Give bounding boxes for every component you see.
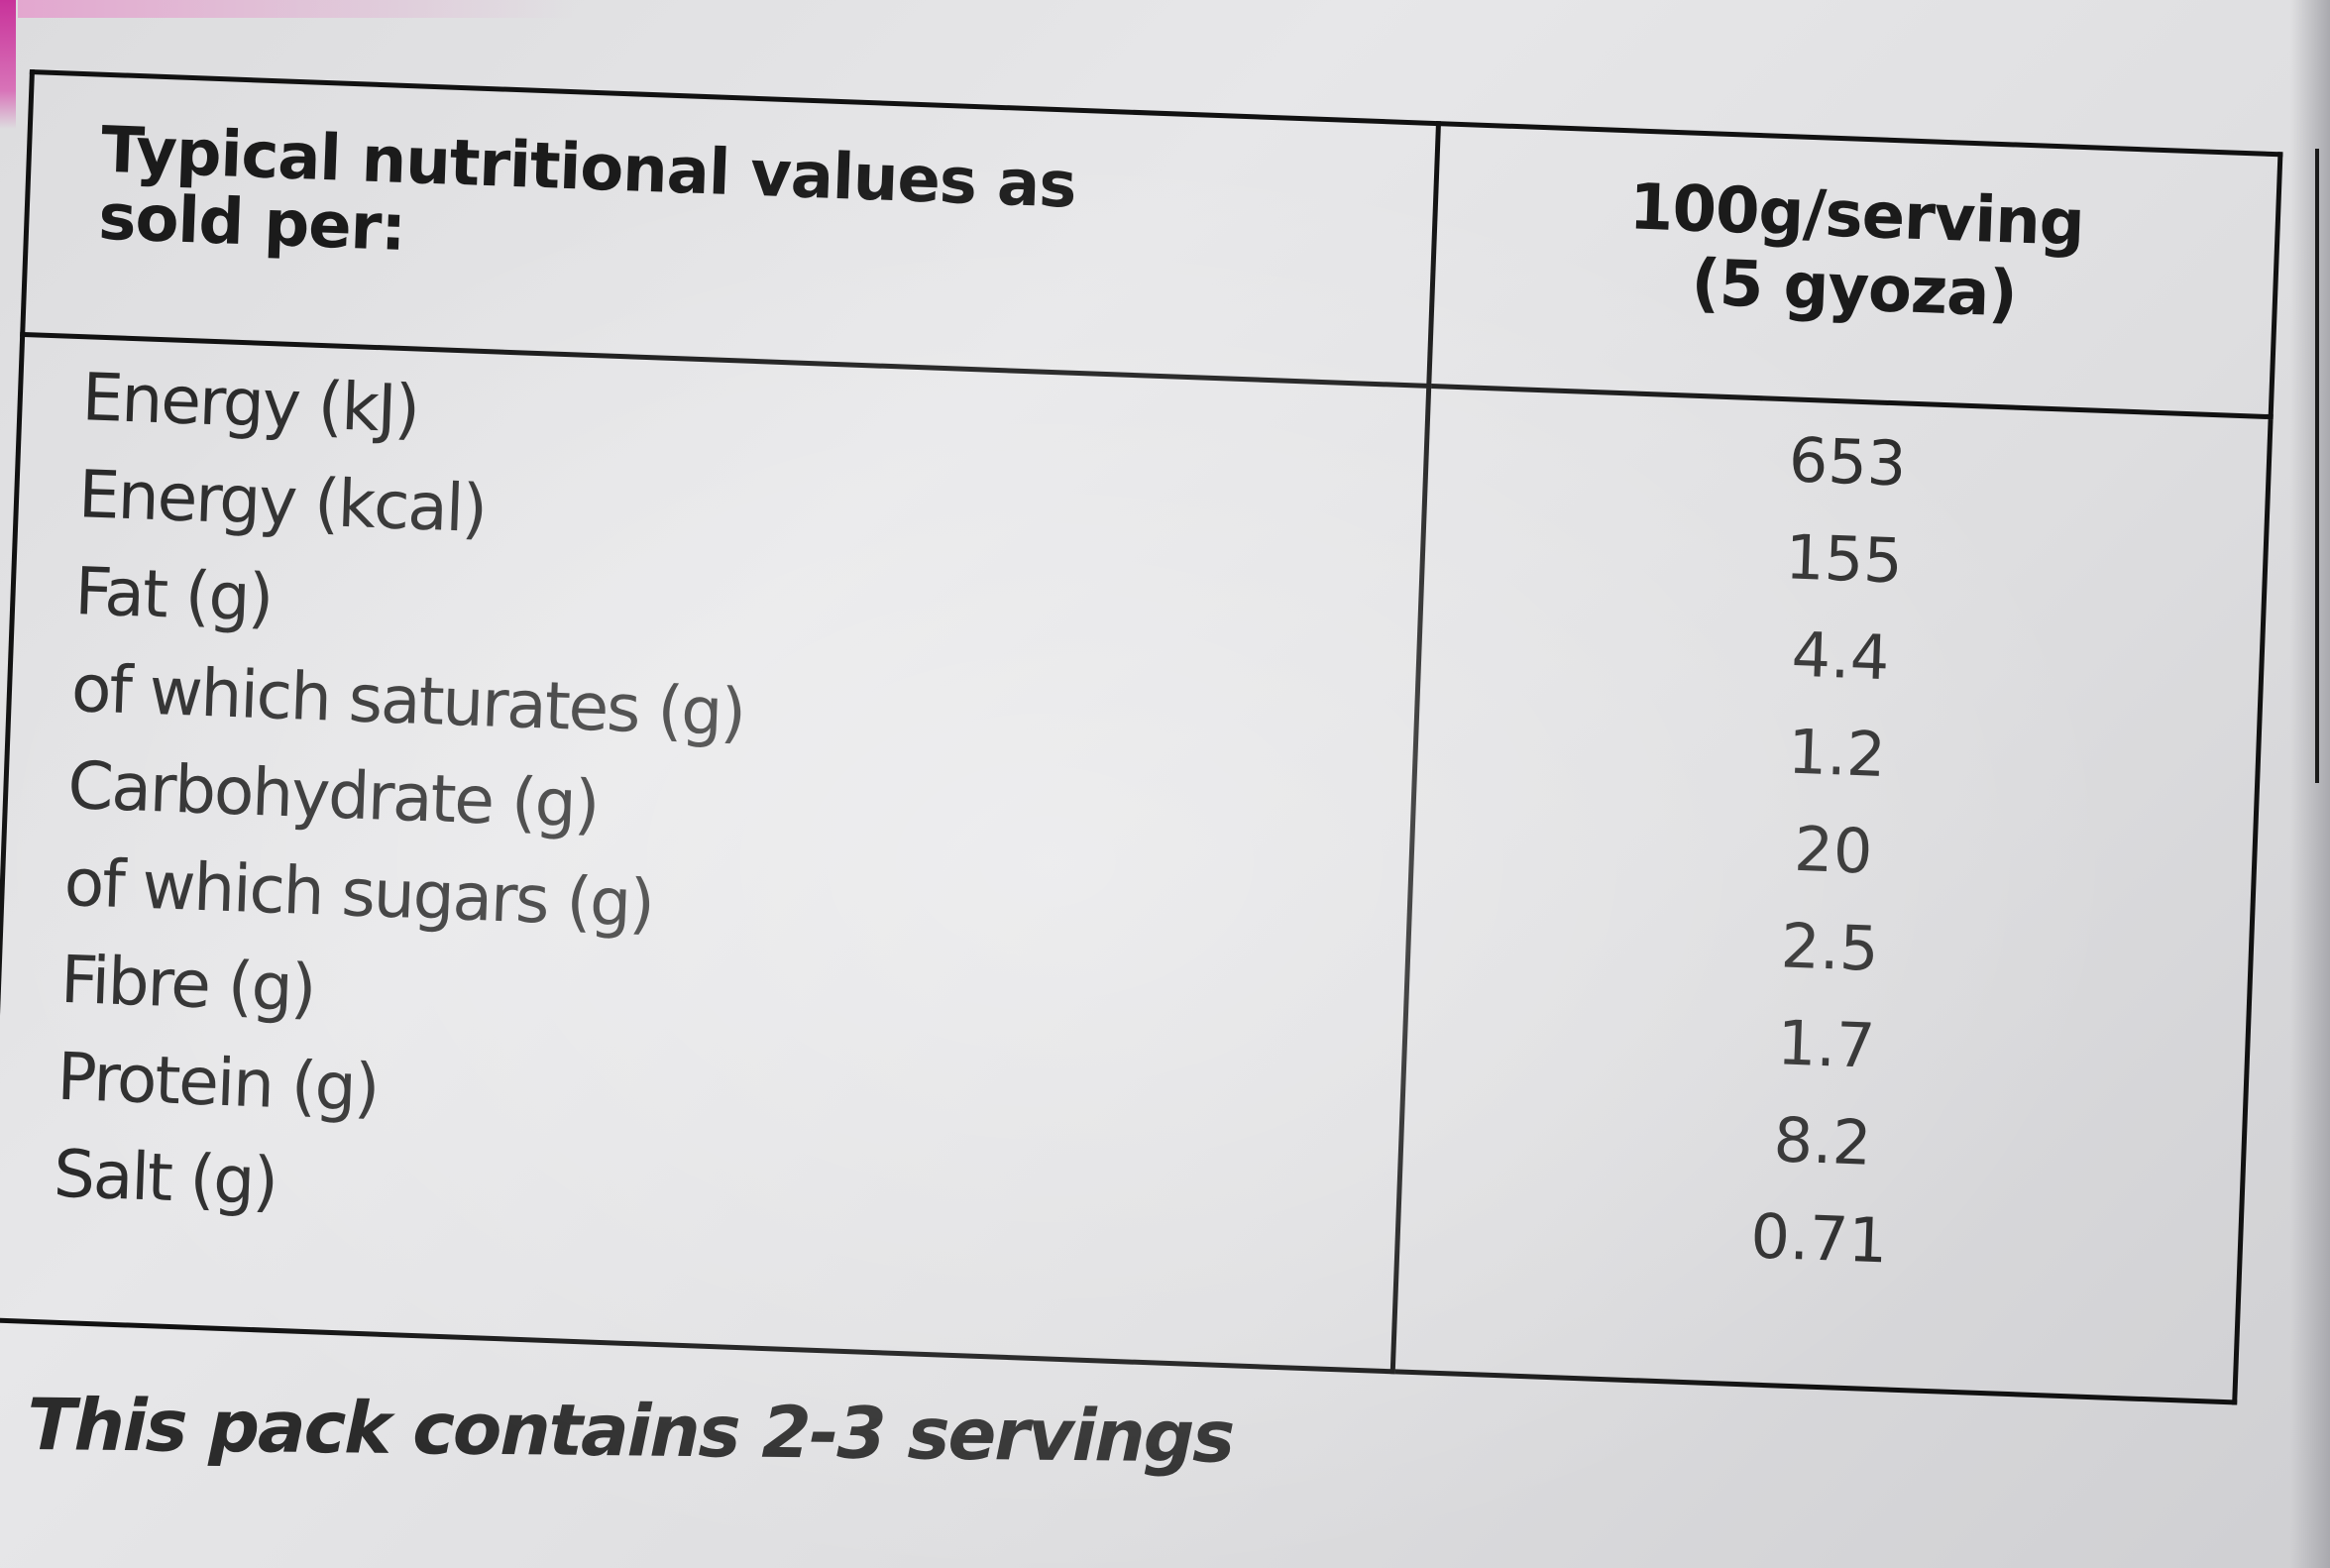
header-label-cell: Typical nutritional values as sold per: — [22, 71, 1439, 387]
header-value-cell: 100g/serving (5 gyoza) — [1428, 123, 2280, 417]
adjacent-table-border — [2315, 149, 2319, 783]
nutrition-body-row: Energy (kJ) Energy (kcal) Fat (g) of whi… — [0, 334, 2272, 1402]
nutrient-labels-cell: Energy (kJ) Energy (kcal) Fat (g) of whi… — [0, 334, 1429, 1372]
pink-packaging-edge — [0, 0, 16, 129]
servings-note: This pack contains 2-3 servings — [27, 1383, 1234, 1479]
packaging-fold-shadow — [2290, 0, 2330, 1568]
pink-packaging-top — [18, 0, 573, 18]
nutrient-values-cell: 653 155 4.4 1.2 20 2.5 1.7 8.2 0.71 — [1392, 386, 2272, 1402]
nutrition-table: Typical nutritional values as sold per: … — [0, 69, 2283, 1405]
nutrition-table-container: Typical nutritional values as sold per: … — [0, 69, 2283, 1405]
